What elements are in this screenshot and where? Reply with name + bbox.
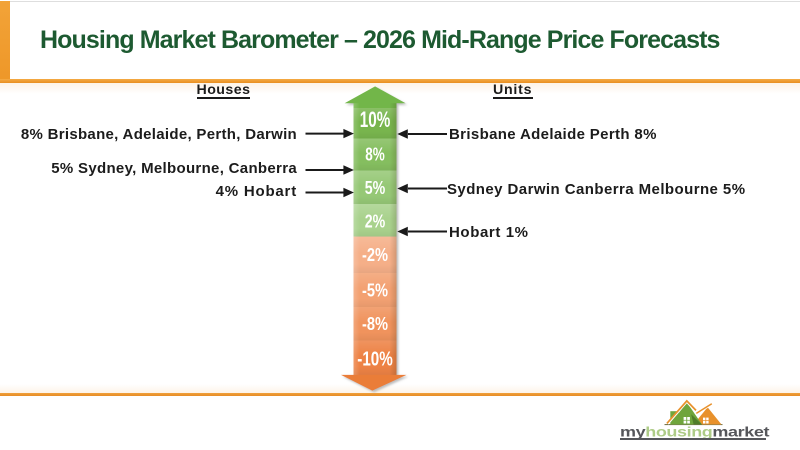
svg-text:-2%: -2%	[362, 244, 388, 265]
svg-text:5%: 5%	[365, 178, 386, 198]
svg-text:2%: 2%	[365, 212, 386, 232]
svg-text:-10%: -10%	[357, 349, 393, 371]
svg-text:10%: 10%	[360, 107, 391, 132]
svg-text:-8%: -8%	[362, 313, 388, 334]
svg-text:8%: 8%	[365, 145, 385, 165]
svg-text:-5%: -5%	[362, 279, 388, 300]
